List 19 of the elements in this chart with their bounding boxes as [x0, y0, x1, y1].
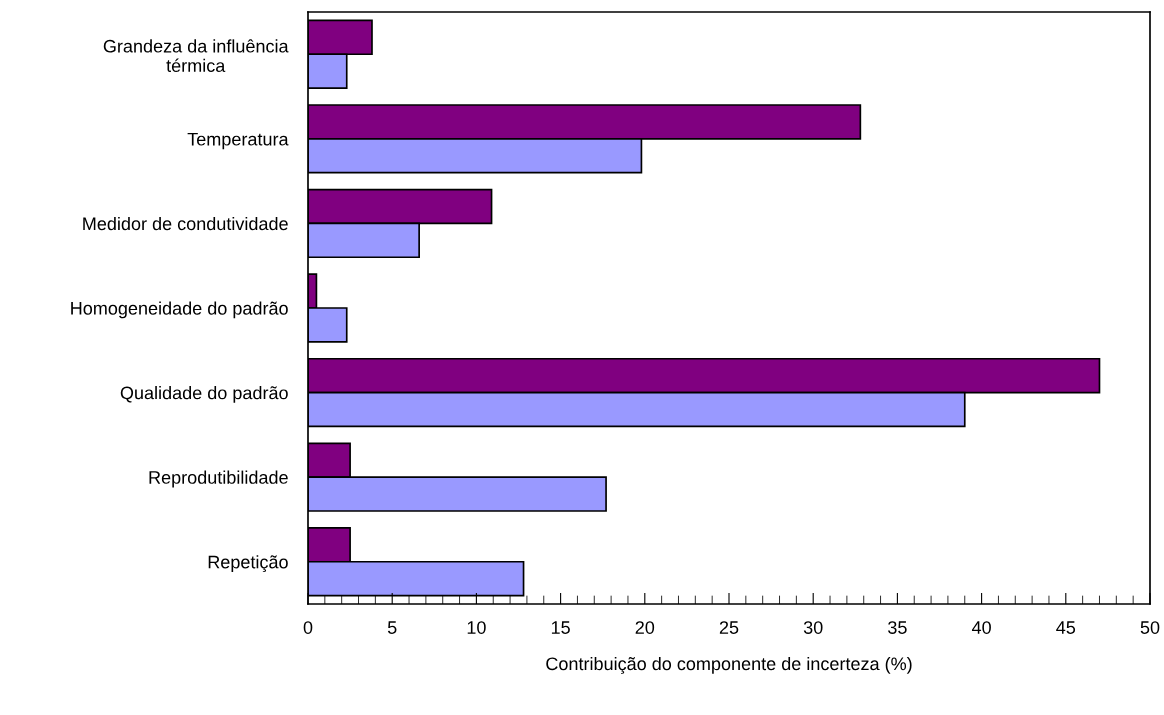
- y-tick-label: Qualidade do padrão: [120, 386, 288, 403]
- x-tick-label: 45: [1056, 621, 1076, 634]
- x-tick-label: 35: [888, 621, 907, 634]
- x-tick-label: 10: [467, 621, 486, 634]
- x-tick-label: 30: [803, 621, 823, 634]
- x-tick-label: 50: [1140, 621, 1160, 634]
- x-tick-label: 0: [303, 621, 313, 634]
- x-axis-title: Contribuição do componente de incerteza (%): [546, 656, 912, 674]
- x-tick-label: 25: [719, 621, 739, 634]
- y-tick-label: Grandeza da influência térmica: [103, 39, 289, 73]
- x-tick-label: 40: [971, 621, 991, 634]
- y-tick-label: Repetição: [208, 555, 288, 573]
- y-tick-label: Temperatura: [187, 132, 289, 150]
- y-tick-label: Medidor de condutividade: [83, 216, 288, 231]
- y-tick-label: Homogeneidade do padrão: [71, 301, 288, 319]
- x-tick-label: 15: [551, 621, 570, 634]
- x-tick-label: 5: [387, 621, 397, 634]
- y-tick-label: Reprodutibilidade: [149, 470, 288, 488]
- x-tick-label: 20: [635, 621, 655, 634]
